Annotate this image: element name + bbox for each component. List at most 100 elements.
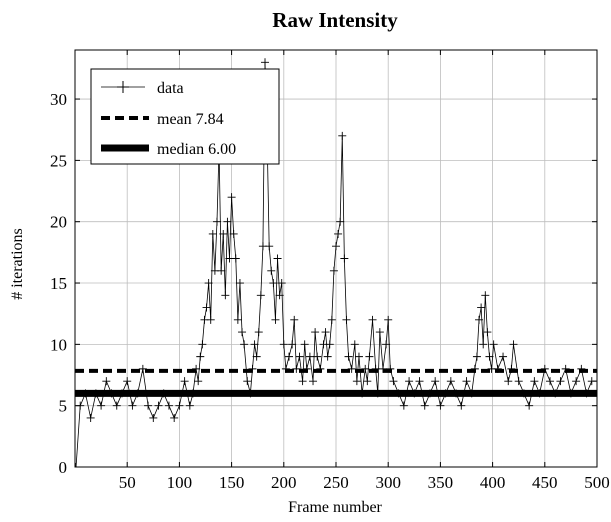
data-point: [354, 352, 363, 361]
data-point: [485, 352, 494, 361]
data-point: [556, 377, 565, 386]
data-point: [149, 413, 158, 422]
data-point: [431, 377, 440, 386]
data-point: [231, 254, 240, 263]
data-point: [436, 401, 445, 410]
x-tick-label: 50: [119, 473, 136, 492]
data-point: [382, 340, 391, 349]
data-point: [378, 364, 387, 373]
data-point: [415, 377, 424, 386]
data-point: [467, 389, 476, 398]
data-point: [389, 377, 398, 386]
data-point: [269, 279, 278, 288]
data-point: [530, 377, 539, 386]
data-point: [493, 364, 502, 373]
data-point: [332, 242, 340, 251]
data-point: [352, 377, 361, 386]
data-point: [256, 291, 265, 300]
data-point: [265, 242, 274, 251]
data-point: [185, 401, 194, 410]
data-point: [180, 377, 189, 386]
data-point: [350, 340, 359, 349]
data-point: [97, 401, 106, 410]
data-point: [334, 229, 343, 238]
data-point: [219, 229, 228, 238]
data-point: [375, 328, 384, 337]
x-tick-label: 250: [323, 473, 349, 492]
x-tick-label: 400: [480, 473, 506, 492]
data-point: [329, 266, 338, 275]
data-point: [546, 377, 555, 386]
data-point: [405, 377, 414, 386]
data-point: [154, 401, 163, 410]
legend-data-marker: [117, 81, 129, 93]
y-tick-label: 15: [50, 274, 67, 293]
data-point: [342, 315, 351, 324]
data-point: [462, 377, 471, 386]
data-point: [363, 377, 372, 386]
data-point: [514, 377, 523, 386]
legend-data-label: data: [157, 80, 184, 97]
x-tick-label: 350: [428, 473, 454, 492]
data-point: [292, 364, 301, 373]
data-point: [273, 254, 282, 263]
data-point: [240, 340, 249, 349]
data-point: [525, 401, 534, 410]
plot-content: [75, 58, 597, 467]
data-line: [75, 62, 597, 467]
data-point: [347, 364, 356, 373]
y-tick-label: 25: [50, 151, 67, 170]
data-point: [344, 352, 353, 361]
data-point: [91, 389, 100, 398]
x-tick-label: 450: [532, 473, 558, 492]
data-point: [309, 377, 318, 386]
y-tick-label: 5: [59, 397, 68, 416]
data-point: [384, 315, 393, 324]
data-point: [288, 340, 297, 349]
y-tick-label: 0: [59, 458, 68, 477]
data-point: [128, 401, 137, 410]
data-point: [472, 352, 481, 361]
data-point: [504, 377, 513, 386]
data-point: [192, 364, 201, 373]
data-point: [479, 340, 488, 349]
data-point: [238, 328, 247, 337]
data-point: [223, 217, 232, 226]
data-point: [371, 364, 380, 373]
data-point: [365, 352, 374, 361]
data-point: [164, 401, 173, 410]
chart-title: Raw Intensity: [272, 8, 398, 32]
data-point: [227, 193, 236, 202]
x-tick-label: 150: [219, 473, 245, 492]
data-point: [323, 352, 332, 361]
data-point: [208, 229, 217, 238]
data-point: [267, 266, 276, 275]
x-tick-label: 100: [167, 473, 193, 492]
data-point: [441, 389, 450, 398]
data-point: [277, 279, 286, 288]
data-point: [235, 279, 244, 288]
data-point: [425, 389, 434, 398]
data-point: [298, 377, 307, 386]
data-point: [358, 389, 367, 398]
data-point: [204, 279, 213, 288]
data-point: [302, 364, 311, 373]
data-point: [540, 364, 549, 373]
data-point: [410, 389, 419, 398]
data-point: [340, 254, 349, 263]
data-point: [212, 217, 221, 226]
data-point: [290, 315, 299, 324]
data-point: [138, 364, 147, 373]
data-point: [107, 389, 116, 398]
data-series: [75, 58, 597, 467]
data-point: [305, 352, 314, 361]
data-point: [470, 364, 479, 373]
legend-mean-label: mean 7.84: [157, 111, 224, 128]
data-point: [285, 352, 294, 361]
data-point: [217, 266, 226, 275]
data-point: [250, 340, 259, 349]
data-point: [336, 217, 345, 226]
x-ticks: 50 100 150 200 250 300 350 400 450 500: [119, 50, 610, 492]
data-point: [194, 377, 203, 386]
